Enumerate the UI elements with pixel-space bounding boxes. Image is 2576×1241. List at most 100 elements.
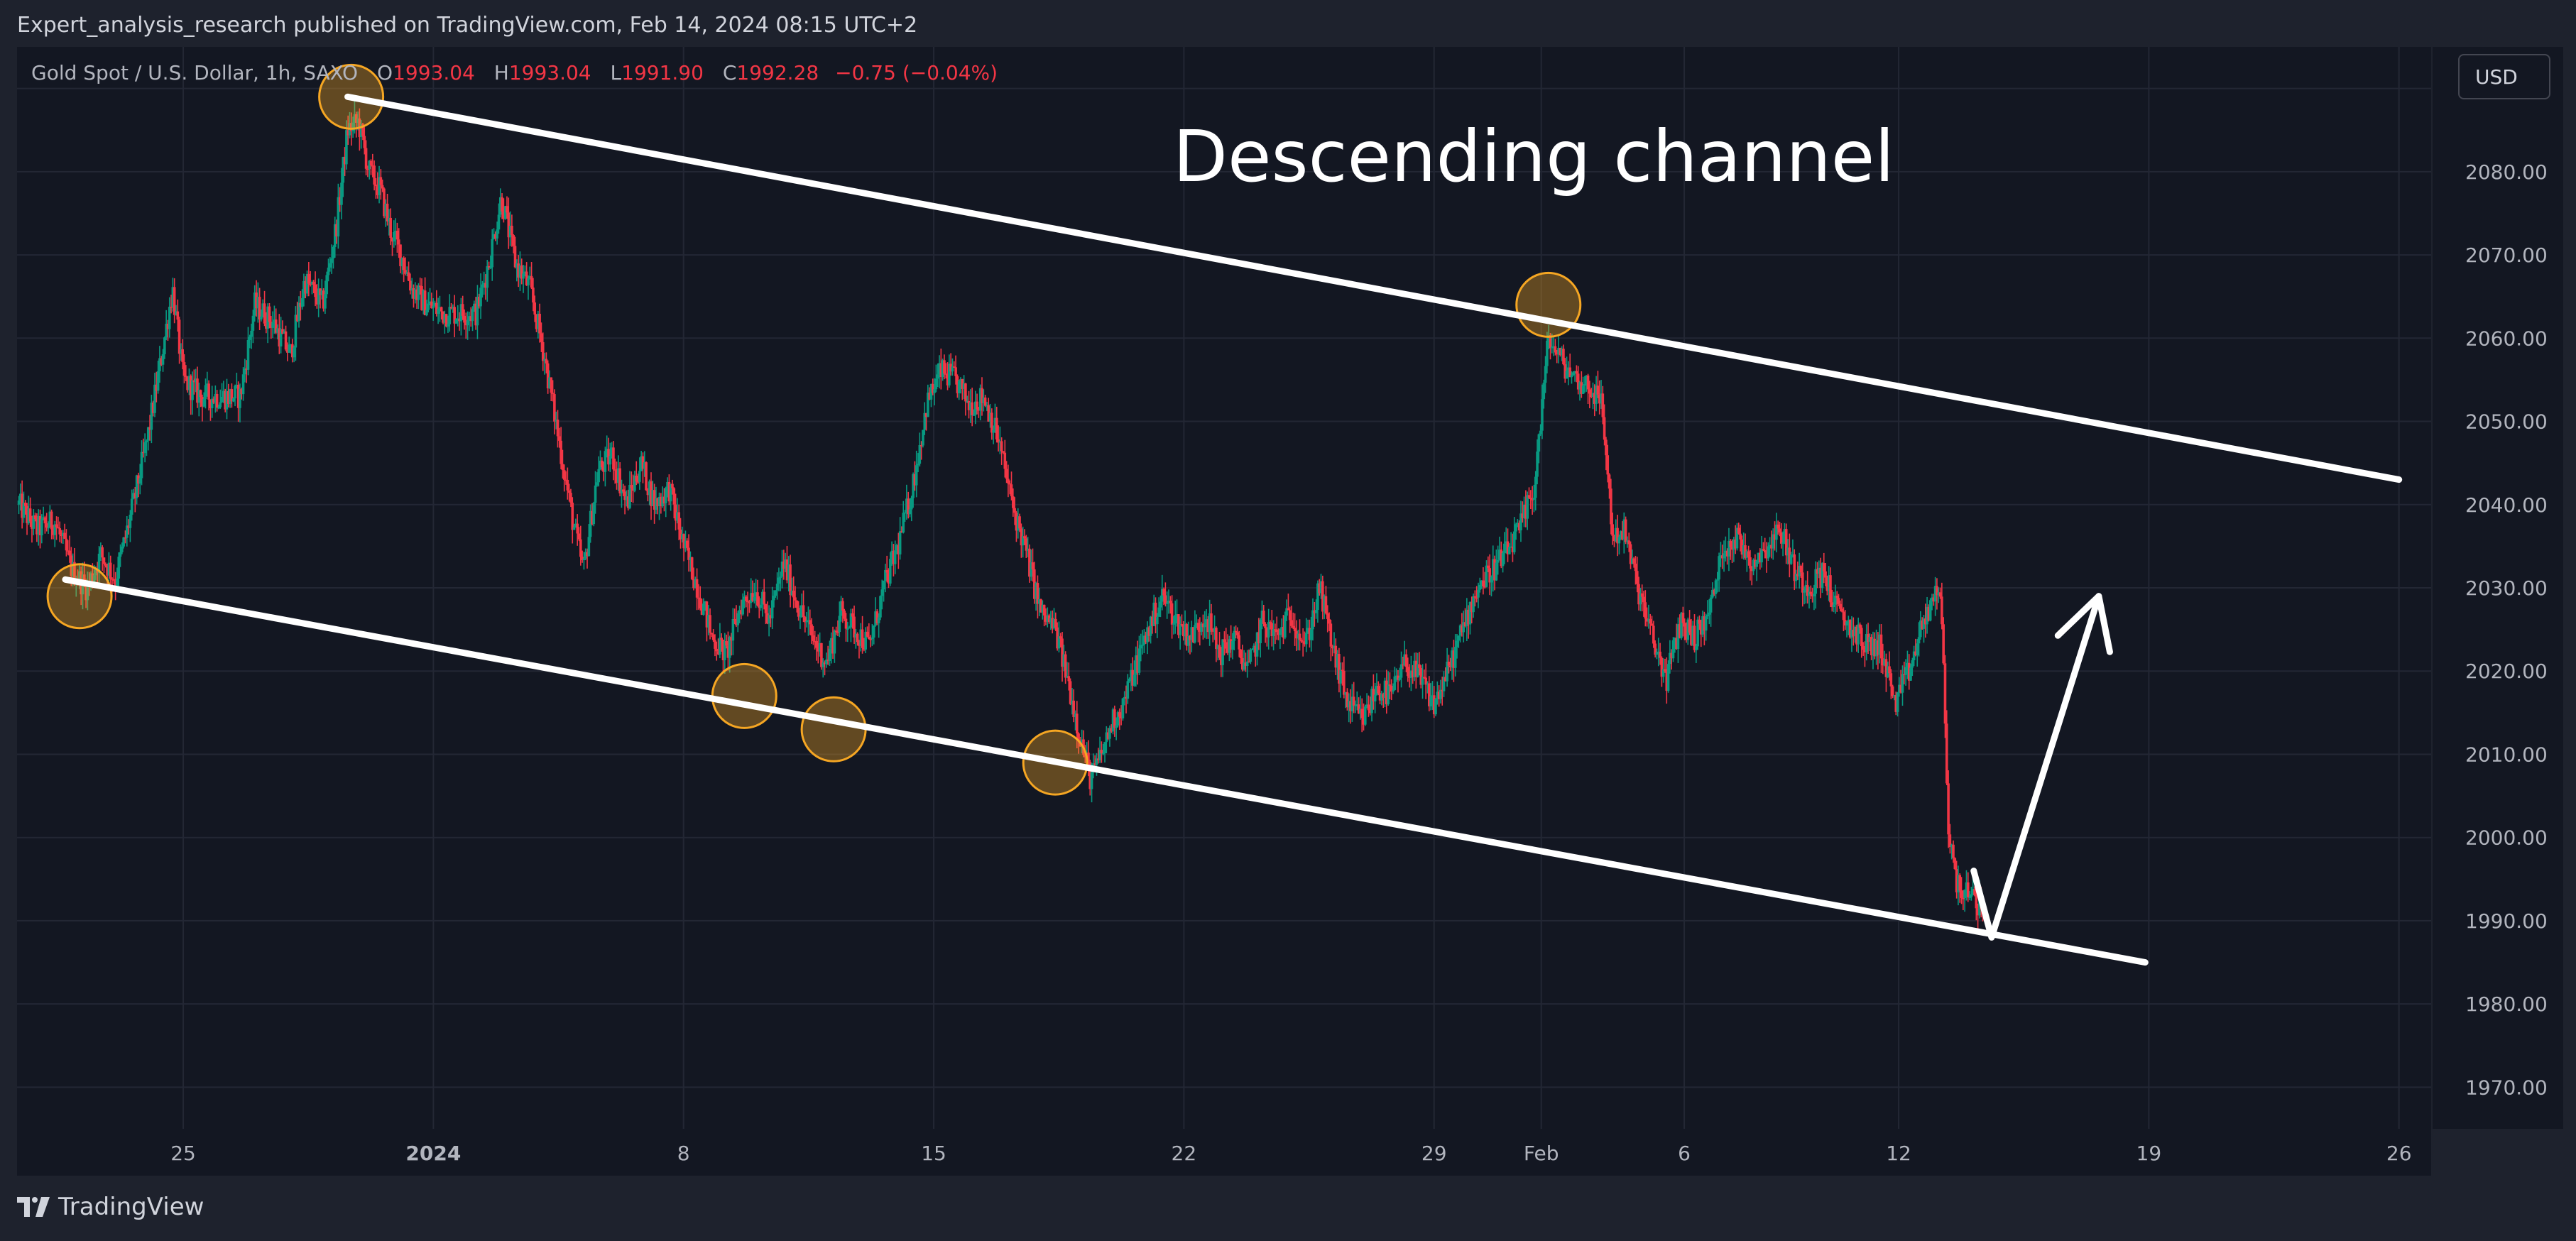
candle-body xyxy=(196,378,199,403)
candle-body xyxy=(230,389,234,402)
candle-body xyxy=(1762,549,1765,551)
candle-body xyxy=(943,360,946,374)
candle-body xyxy=(1370,689,1373,714)
footer-logo[interactable]: TradingView xyxy=(17,1193,204,1221)
symbol-name[interactable]: Gold Spot / U.S. Dollar, 1h, SAXO xyxy=(31,61,359,84)
candle-body xyxy=(298,302,300,322)
candle-body xyxy=(884,569,887,581)
candle-body xyxy=(532,288,535,303)
candle-body xyxy=(342,157,345,183)
candle-body xyxy=(443,314,447,323)
candle-body xyxy=(180,349,182,354)
open-label: O xyxy=(377,61,393,84)
channel-lines[interactable] xyxy=(62,93,2403,966)
candle-body xyxy=(384,203,388,217)
candle-body xyxy=(489,267,492,268)
candle-body xyxy=(1279,629,1282,635)
candle-body xyxy=(37,516,40,535)
candle-body xyxy=(1350,696,1354,711)
time-scale-background[interactable] xyxy=(17,1129,2431,1176)
candle-body xyxy=(1659,651,1661,658)
candle-body xyxy=(45,523,48,528)
candle-body xyxy=(171,287,175,307)
candle-body xyxy=(633,475,636,491)
candle-body xyxy=(1319,581,1323,594)
candle-body xyxy=(1571,372,1575,376)
candle-body xyxy=(1028,548,1031,577)
candle-body xyxy=(1883,659,1886,666)
candle-body xyxy=(417,285,420,300)
candle-body xyxy=(142,452,145,454)
candle-body xyxy=(1136,655,1139,673)
candle-body xyxy=(1652,625,1655,644)
candle-body xyxy=(600,460,604,467)
candle-body xyxy=(1718,556,1720,580)
candle-body xyxy=(607,449,610,465)
candle-body xyxy=(130,498,133,515)
candle-body xyxy=(1598,394,1601,404)
candle-body xyxy=(266,306,269,329)
time-axis: 25 2024 8 15 22 29 Feb 6 12 19 26 xyxy=(170,1142,2411,1165)
candle-body xyxy=(284,331,288,350)
candle-body xyxy=(1466,609,1468,627)
candle-body xyxy=(740,610,743,615)
candle-body xyxy=(122,537,125,547)
candle-body xyxy=(31,521,33,529)
candle-body xyxy=(317,288,320,305)
candle-body xyxy=(92,575,96,582)
candle-body xyxy=(1822,563,1825,572)
candle-body xyxy=(1664,669,1666,672)
candle-body xyxy=(207,383,210,400)
annotation-label[interactable]: Descending channel xyxy=(1173,115,1894,198)
candle-body xyxy=(1039,599,1042,613)
candle-body xyxy=(432,305,435,309)
candle-body xyxy=(815,640,818,648)
candle-body xyxy=(854,633,858,638)
candle-body xyxy=(117,557,121,579)
candle-body xyxy=(491,239,494,268)
candle-body xyxy=(533,302,537,315)
candle-body xyxy=(322,290,325,309)
high-label: H xyxy=(493,61,509,84)
candle-body xyxy=(250,330,253,337)
candle-body xyxy=(397,239,400,245)
candle-body xyxy=(730,637,733,641)
currency-button[interactable]: USD xyxy=(2458,54,2550,99)
candle-body xyxy=(1316,583,1319,610)
candle-body xyxy=(1441,689,1444,691)
candle-body xyxy=(1283,616,1287,638)
candle-body xyxy=(1169,601,1172,603)
price-scale-background[interactable] xyxy=(2433,47,2563,1129)
candle-body xyxy=(1661,669,1665,677)
candle-body xyxy=(1318,583,1321,594)
candle-body xyxy=(114,581,117,586)
price-tick-label: 2010.00 xyxy=(2465,743,2548,766)
candle-body xyxy=(1858,624,1862,628)
candle-body xyxy=(978,388,982,411)
candle-body xyxy=(1947,783,1950,835)
candle-body xyxy=(1562,349,1565,365)
candle-body xyxy=(182,362,186,376)
candle-body xyxy=(638,471,641,482)
candle-body xyxy=(1824,571,1827,578)
candle-body xyxy=(1948,834,1952,847)
candle-body xyxy=(1470,601,1473,613)
candle-body xyxy=(694,579,697,589)
candle-body xyxy=(1044,615,1047,622)
candle-body xyxy=(1131,669,1135,686)
candle-body xyxy=(1059,636,1062,639)
candle-body xyxy=(350,123,353,131)
candle-body xyxy=(1606,455,1610,475)
candle-body xyxy=(506,206,508,213)
candle-body xyxy=(1200,623,1203,632)
candle-body xyxy=(1205,619,1208,625)
candle-body xyxy=(1583,383,1586,386)
candle-body xyxy=(861,629,864,648)
candle-body xyxy=(151,403,155,413)
candle-body xyxy=(464,322,468,326)
candle-body xyxy=(1267,622,1270,638)
candle-body xyxy=(1047,615,1051,623)
candle-body xyxy=(468,316,471,320)
candle-body xyxy=(924,412,928,417)
